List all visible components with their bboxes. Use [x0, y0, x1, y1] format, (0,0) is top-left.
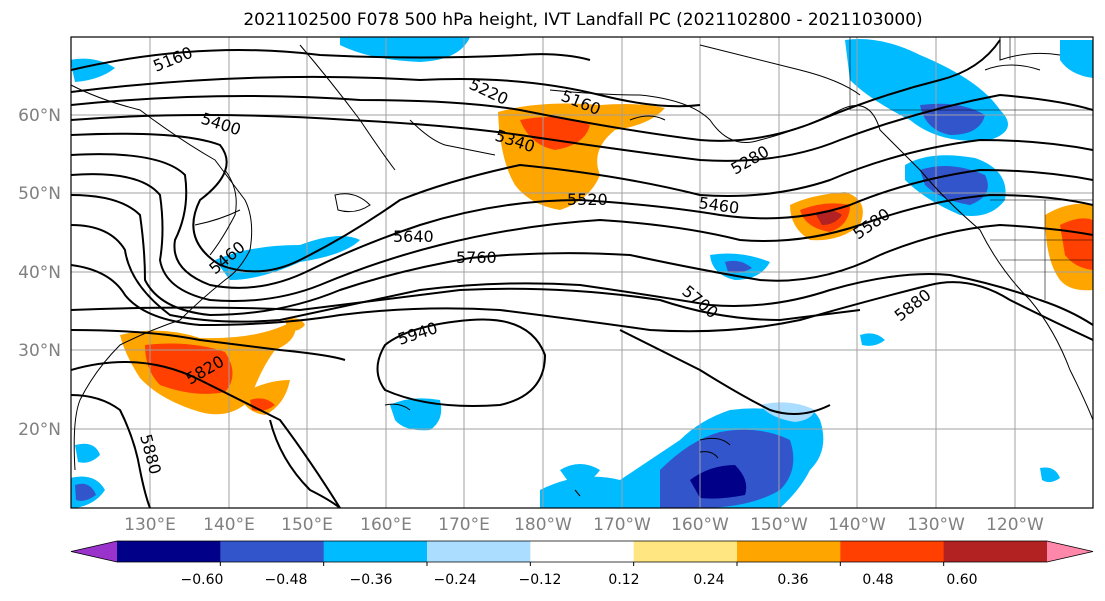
- lon-label: 130°W: [907, 515, 965, 535]
- contour-label: 5640: [393, 227, 434, 246]
- colorbar-segment: [530, 541, 635, 562]
- figure-title: 2021102500 F078 500 hPa height, IVT Land…: [243, 10, 922, 30]
- colorbar-tick-label: −0.48: [265, 572, 308, 588]
- colorbar-extend-max: [1047, 541, 1093, 562]
- lon-label: 150°W: [750, 515, 808, 535]
- colorbar-tick-label: −0.12: [519, 572, 562, 588]
- colorbar-tick-label: 0.12: [608, 572, 639, 588]
- colorbar-segment: [427, 541, 531, 562]
- colorbar-segment: [117, 541, 221, 562]
- lon-label: 150°E: [281, 515, 333, 535]
- colorbar-segment: [840, 541, 945, 562]
- lon-label: 170°W: [593, 515, 651, 535]
- ivt-positive-shading: [120, 103, 1093, 415]
- lon-label: 140°E: [203, 515, 255, 535]
- lon-label: 160°E: [360, 515, 412, 535]
- colorbar-tick-label: 0.60: [946, 572, 977, 588]
- lat-label: 20°N: [18, 420, 61, 440]
- colorbar-extend-min: [71, 541, 117, 562]
- colorbar-segment: [737, 541, 841, 562]
- colorbar: [70, 540, 1094, 566]
- colorbar-tick-label: −0.24: [434, 572, 477, 588]
- lon-label: 120°W: [986, 515, 1044, 535]
- lat-label: 50°N: [18, 184, 61, 204]
- colorbar-segment: [323, 541, 428, 562]
- colorbar-tick-label: 0.48: [862, 572, 893, 588]
- contour-label: 5520: [567, 190, 608, 209]
- latitude-labels: 60°N 50°N 40°N 30°N 20°N: [18, 106, 61, 440]
- colorbar-tick-label: −0.36: [350, 572, 393, 588]
- lon-label: 160°W: [671, 515, 729, 535]
- lat-label: 60°N: [18, 106, 61, 126]
- map-frame: [70, 36, 1094, 509]
- height-contours: [71, 39, 1093, 508]
- colorbar-segment: [220, 541, 325, 562]
- colorbar-segment: [633, 541, 738, 562]
- lat-label: 30°N: [18, 341, 61, 361]
- colorbar-tick-label: 0.24: [693, 572, 724, 588]
- colorbar-tick-label: 0.36: [777, 572, 808, 588]
- lon-label: 140°W: [828, 515, 886, 535]
- colorbar-tick-labels: −0.60 −0.48 −0.36 −0.24 −0.12 0.12 0.24 …: [181, 572, 978, 588]
- contour-label: 5760: [456, 248, 497, 267]
- lat-label: 40°N: [18, 263, 61, 283]
- borders: [849, 37, 1093, 300]
- colorbar-segment: [943, 541, 1048, 562]
- colorbar-outline: [70, 540, 1094, 563]
- longitude-labels: 130°E 140°E 150°E 160°E 170°E 180°W 170°…: [124, 515, 1044, 535]
- lon-label: 180°W: [514, 515, 572, 535]
- colorbar-tick-label: −0.60: [181, 572, 224, 588]
- lon-label: 130°E: [124, 515, 176, 535]
- lon-label: 170°E: [438, 515, 490, 535]
